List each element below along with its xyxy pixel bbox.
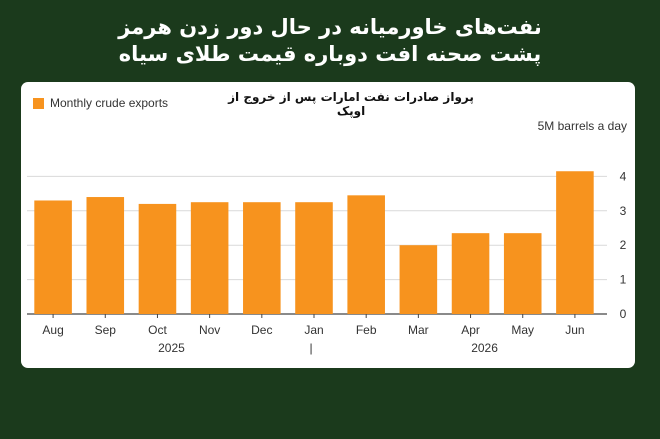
year-label: 2026 xyxy=(471,341,498,355)
bar xyxy=(138,203,177,314)
bar xyxy=(556,171,594,314)
bar xyxy=(34,200,72,314)
x-tick-label: Jun xyxy=(565,323,584,337)
year-divider: | xyxy=(309,341,312,355)
x-tick-label: Dec xyxy=(251,323,272,337)
x-tick-label: Sep xyxy=(95,323,117,337)
bar-chart: 0 1 2 3 4 Aug Sep Oct Nov Dec Jan Feb Mar Apr May Jun 20… xyxy=(27,169,627,355)
bar xyxy=(190,202,229,314)
legend-swatch xyxy=(33,97,44,109)
y-tick-label: 3 xyxy=(620,204,627,218)
headline-line-2: پشت صحنه افت دوباره قیمت طلای سیاه xyxy=(118,42,542,66)
bar xyxy=(347,195,385,314)
x-tick-label: Aug xyxy=(42,323,63,337)
y-tick-label: 4 xyxy=(620,169,627,183)
bar xyxy=(243,202,281,314)
chart-card: Monthly crude exports پرواز صادرات نفت ا… xyxy=(21,82,635,368)
chart-legend: Monthly crude exports xyxy=(33,96,168,110)
y-tick-label: 1 xyxy=(620,273,627,287)
bar xyxy=(451,233,490,314)
x-tick-label: Jan xyxy=(304,323,323,337)
headline: نفت‌های خاورمیانه در حال دور زدن هرمز پش… xyxy=(0,14,660,68)
y-tick-label: 2 xyxy=(620,238,627,252)
x-tick-label: Nov xyxy=(199,323,220,337)
x-tick-label: Feb xyxy=(356,323,377,337)
x-tick-label: Mar xyxy=(408,323,429,337)
bar xyxy=(503,233,542,314)
bar xyxy=(295,202,333,314)
headline-line-1: نفت‌های خاورمیانه در حال دور زدن هرمز xyxy=(118,15,542,39)
legend-label: Monthly crude exports xyxy=(50,96,169,110)
x-tick-label: Apr xyxy=(461,323,480,337)
unit-label: 5M barrels a day xyxy=(537,119,627,133)
x-tick-label: May xyxy=(511,323,534,337)
chart-title: پرواز صادرات نفت امارات پس از خروج از او… xyxy=(228,90,474,118)
year-label: 2025 xyxy=(158,341,185,355)
y-tick-label: 0 xyxy=(620,307,627,321)
bar xyxy=(86,197,125,314)
bar xyxy=(399,245,438,314)
x-tick-label: Oct xyxy=(148,323,167,337)
